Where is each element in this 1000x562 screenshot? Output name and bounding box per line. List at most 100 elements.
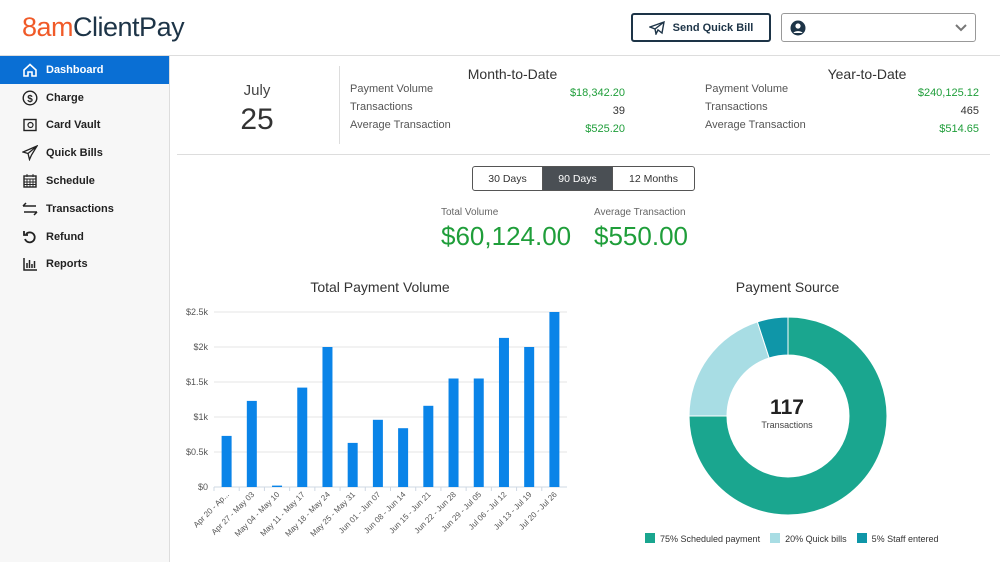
bar[interactable] xyxy=(448,378,459,488)
year-to-date-panel: Year-to-Date Payment Volume $240,125.12 T… xyxy=(705,66,979,135)
bar[interactable] xyxy=(322,347,333,487)
legend-swatch xyxy=(770,533,781,543)
ytd-transactions-label: Transactions xyxy=(705,101,768,113)
paper-plane-icon xyxy=(22,145,38,162)
donut-slice[interactable] xyxy=(688,316,888,516)
donut-center: 117 Transactions xyxy=(727,396,847,430)
tab-30-days[interactable]: 30 Days xyxy=(473,167,543,190)
donut-legend: 75% Scheduled payment 20% Quick bills 5% S… xyxy=(645,533,939,544)
bar[interactable] xyxy=(246,400,257,487)
arrows-exchange-icon xyxy=(22,202,38,216)
ytd-avg-label: Average Transaction xyxy=(705,119,806,131)
donut-center-value: 117 xyxy=(770,396,804,419)
mtd-avg-label: Average Transaction xyxy=(350,119,451,131)
ytd-avg-value: $514.65 xyxy=(939,123,979,135)
home-icon xyxy=(23,63,37,77)
x-tick-label: May 25 - May 31 xyxy=(309,490,358,539)
dollar-circle-icon: $ xyxy=(22,90,38,106)
bar[interactable] xyxy=(272,485,283,487)
average-transaction: Average Transaction $550.00 xyxy=(594,207,688,252)
user-menu-dropdown[interactable] xyxy=(781,13,976,42)
sidebar: Dashboard $ Charge Card Vault Quick Bills Sch… xyxy=(0,56,170,562)
month-to-date-panel: Month-to-Date Payment Volume $18,342.20 T… xyxy=(350,66,625,135)
chevron-down-icon xyxy=(955,23,967,31)
legend-label: 20% Quick bills xyxy=(785,534,847,544)
average-transaction-label: Average Transaction xyxy=(594,207,686,218)
legend-item[interactable]: 20% Quick bills xyxy=(770,533,847,544)
donut-chart-title: Payment Source xyxy=(735,279,840,295)
tab-12-months[interactable]: 12 Months xyxy=(628,172,679,185)
user-avatar-icon xyxy=(790,20,806,35)
sidebar-item-label: Quick Bills xyxy=(46,147,103,160)
logo-mark: 8am xyxy=(22,12,74,42)
sidebar-item-dashboard[interactable]: Dashboard xyxy=(0,56,169,84)
legend-swatch xyxy=(645,533,655,543)
donut-slice[interactable] xyxy=(756,316,789,359)
logo-text: ClientPay xyxy=(73,12,185,42)
mtd-avg-value: $525.20 xyxy=(585,123,625,135)
legend-label: 75% Scheduled payment xyxy=(660,534,761,544)
sidebar-item-label: Schedule xyxy=(46,175,95,188)
average-transaction-value: $550.00 xyxy=(594,221,688,251)
mtd-transactions-value: 39 xyxy=(612,105,625,117)
sidebar-item-charge[interactable]: $ Charge xyxy=(0,84,169,112)
sidebar-item-label: Card Vault xyxy=(46,119,101,132)
send-quick-bill-label: Send Quick Bill xyxy=(672,21,754,34)
bar[interactable] xyxy=(473,378,484,488)
undo-icon xyxy=(23,230,36,243)
paper-plane-icon xyxy=(648,20,665,35)
sidebar-item-transactions[interactable]: Transactions xyxy=(0,195,169,223)
date-day: 25 xyxy=(240,103,274,136)
x-tick-label: May 04 - May 10 xyxy=(233,490,282,539)
ytd-volume-value: $240,125.12 xyxy=(917,87,979,99)
send-quick-bill-button[interactable]: Send Quick Bill xyxy=(631,13,771,42)
bar-chart-title: Total Payment Volume xyxy=(310,279,450,295)
divider xyxy=(177,154,990,155)
legend-item[interactable]: 75% Scheduled payment xyxy=(645,533,760,544)
y-tick-label: $2k xyxy=(193,342,208,352)
y-tick-label: $1.5k xyxy=(186,377,209,387)
mtd-transactions-label: Transactions xyxy=(350,101,413,113)
x-tick-label: May 11 - May 17 xyxy=(259,490,307,538)
sidebar-item-quick-bills[interactable]: Quick Bills xyxy=(0,139,169,167)
x-tick-label: May 18 - May 24 xyxy=(283,490,332,539)
sidebar-item-card-vault[interactable]: Card Vault xyxy=(0,112,169,140)
bar[interactable] xyxy=(221,435,232,487)
bar[interactable] xyxy=(549,312,560,487)
sidebar-item-label: Refund xyxy=(46,230,84,243)
bar[interactable] xyxy=(347,442,358,487)
date-month: July xyxy=(243,82,271,99)
y-tick-label: $1k xyxy=(193,412,208,422)
mtd-title: Month-to-Date xyxy=(467,66,558,82)
sidebar-item-reports[interactable]: Reports xyxy=(0,251,169,279)
current-date: July 25 xyxy=(177,66,337,137)
bar[interactable] xyxy=(297,387,308,487)
total-volume-value: $60,124.00 xyxy=(441,221,572,251)
sidebar-item-schedule[interactable]: Schedule xyxy=(0,167,169,195)
legend-item[interactable]: 5% Staff entered xyxy=(856,533,939,544)
bar[interactable] xyxy=(372,419,383,487)
tab-90-days[interactable]: 90 Days xyxy=(543,167,613,190)
sidebar-item-refund[interactable]: Refund xyxy=(0,223,169,251)
logo[interactable]: 8amClientPay xyxy=(22,12,185,43)
total-volume-label: Total Volume xyxy=(441,207,499,218)
ytd-volume-label: Payment Volume xyxy=(705,83,789,95)
ytd-transactions-value: 465 xyxy=(960,105,979,117)
bar[interactable] xyxy=(398,428,409,487)
mtd-volume-label: Payment Volume xyxy=(350,83,434,95)
ytd-title: Year-to-Date xyxy=(827,66,907,82)
divider xyxy=(339,66,340,144)
y-tick-label: $0.5k xyxy=(186,447,209,457)
total-volume: Total Volume $60,124.00 xyxy=(441,207,571,252)
range-tabs: 30 Days 90 Days 12 Months xyxy=(472,166,695,191)
svg-text:$: $ xyxy=(27,94,33,105)
legend-swatch xyxy=(856,533,867,543)
donut-center-label: Transactions xyxy=(761,420,813,430)
sidebar-item-label: Reports xyxy=(46,258,88,271)
header: 8amClientPay Send Quick Bill xyxy=(0,0,1000,56)
bar[interactable] xyxy=(498,337,509,487)
sidebar-item-label: Charge xyxy=(46,91,84,104)
payment-source-donut-chart xyxy=(688,316,888,516)
bar[interactable] xyxy=(524,347,535,487)
bar[interactable] xyxy=(423,405,434,487)
